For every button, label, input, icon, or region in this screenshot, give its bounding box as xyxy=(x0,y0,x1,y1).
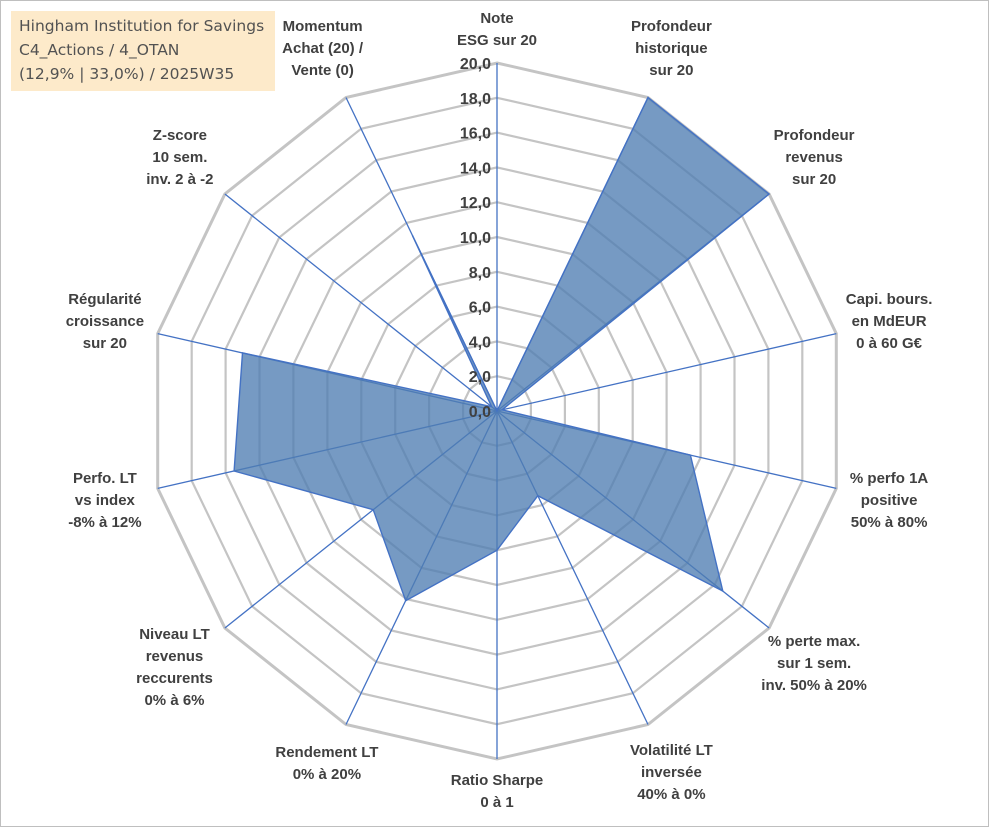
tick-label: 6,0 xyxy=(469,300,491,317)
tick-label: 10,0 xyxy=(460,230,491,247)
tick-layer: 0,0 2,0 4,0 6,0 8,0 10,0 12,0 14,0 16,0 18,0 20,0 xyxy=(460,56,491,421)
tick-label: 14,0 xyxy=(460,160,491,177)
axis-label: Rendement LT 0% à 20% xyxy=(275,744,379,784)
axis-label: Momentum Achat (20) / Vente (0) xyxy=(282,17,364,79)
axis-spoke xyxy=(224,193,498,412)
axis-label: Capi. bours. en MdEUR 0 à 60 G€ xyxy=(845,290,933,352)
axis-label: Volatilité LT inversée 40% à 0% xyxy=(630,742,713,804)
tick-label: 20,0 xyxy=(460,56,491,73)
title-box: Hingham Institution for Savings C4_Actio… xyxy=(11,11,275,91)
axis-label: Profondeur revenus sur 20 xyxy=(773,127,855,189)
axis-label: % perte max. sur 1 sem. inv. 50% à 20% xyxy=(761,632,867,694)
axis-label: Perfo. LT vs index -8% à 12% xyxy=(68,469,142,531)
chart-title-line-1: Hingham Institution for Savings xyxy=(19,17,265,35)
axis-label: Régularité croissance sur 20 xyxy=(65,290,145,352)
chart-title-line-3: (12,9% | 33,0%) / 2025W35 xyxy=(19,65,235,83)
axis-label: Note ESG sur 20 xyxy=(456,10,538,49)
tick-label: 0,0 xyxy=(469,404,491,421)
tick-label: 2,0 xyxy=(469,369,491,386)
axis-label: % perfo 1A positive 50% à 80% xyxy=(849,469,929,531)
tick-label: 12,0 xyxy=(460,195,491,212)
axis-label: Profondeur historique sur 20 xyxy=(630,17,712,79)
tick-label: 16,0 xyxy=(460,126,491,143)
series-area xyxy=(233,96,771,602)
axis-label: Ratio Sharpe 0 à 1 xyxy=(450,772,544,811)
tick-label: 18,0 xyxy=(460,91,491,108)
chart-title-line-2: C4_Actions / 4_OTAN xyxy=(19,41,180,59)
tick-label: 8,0 xyxy=(469,265,491,282)
tick-label: 4,0 xyxy=(469,334,491,351)
axis-spoke xyxy=(496,332,837,412)
axis-label: Niveau LT revenus reccurents 0% à 6% xyxy=(136,626,213,710)
axis-label: Z-score 10 sem. inv. 2 à -2 xyxy=(146,127,214,189)
series-layer xyxy=(233,96,771,602)
